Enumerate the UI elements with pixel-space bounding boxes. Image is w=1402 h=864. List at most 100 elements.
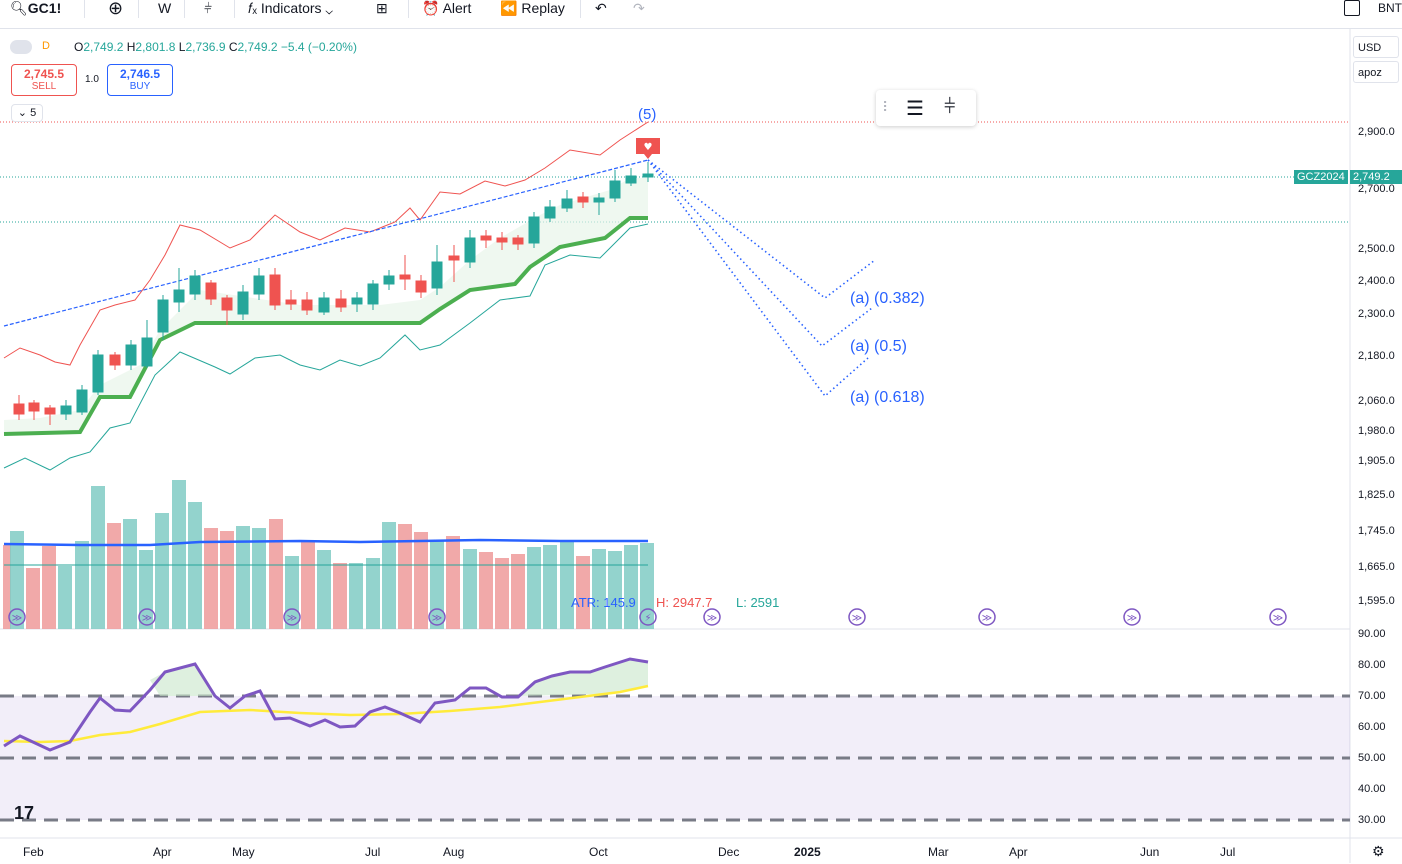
market-status-toggle[interactable] <box>10 40 32 54</box>
svg-text:♥: ♥ <box>644 142 653 153</box>
floating-drawing-toolbar: ⠇ ☰ ⫩ <box>876 90 976 126</box>
price-tick: 2,180.0 <box>1358 350 1395 362</box>
rsi-tick: 60.00 <box>1358 721 1386 733</box>
alert-label: Alert <box>442 0 472 16</box>
price-tick: 1,665.0 <box>1358 561 1395 573</box>
price-tick: 2,060.0 <box>1358 395 1395 407</box>
time-tick: Apr <box>1009 845 1028 859</box>
svg-text:≫: ≫ <box>852 613 862 624</box>
atr-value: ATR: 145.9 <box>571 595 636 610</box>
rsi-tick: 40.00 <box>1358 783 1386 795</box>
lower-band-line <box>3 223 649 471</box>
candle-style-icon[interactable]: ⫩ <box>944 96 956 118</box>
svg-text:≫: ≫ <box>12 613 22 624</box>
rising-trendline[interactable] <box>3 159 649 327</box>
interval-badge: D <box>42 40 50 52</box>
price-tick: 1,825.0 <box>1358 489 1395 501</box>
time-tick: Jul <box>365 845 381 859</box>
price-tick: 1,595.0 <box>1358 595 1395 607</box>
rsi-line <box>3 657 649 752</box>
svg-text:⚡: ⚡ <box>644 613 651 624</box>
close-value: 2,749.2 <box>237 40 278 54</box>
indicators-label: Indicators <box>260 0 322 16</box>
time-tick: May <box>232 845 255 859</box>
candles[interactable] <box>13 162 654 425</box>
ohlc-values: O2,749.2 H2,801.8 L2,736.9 C2,749.2 −5.4… <box>74 40 357 54</box>
svg-text:≫: ≫ <box>1273 613 1283 624</box>
indicators-collapse-button[interactable]: ⌄ 5 <box>11 104 43 122</box>
search-icon: 🔍︎ <box>10 0 28 16</box>
event-icons[interactable] <box>8 608 1287 626</box>
volume-ma-line <box>3 538 648 547</box>
fib-projection-lines[interactable] <box>647 159 876 398</box>
time-tick: Apr <box>153 845 172 859</box>
symbol-price-tag: GCZ2024 <box>1294 170 1348 184</box>
time-tick: Jun <box>1140 845 1160 859</box>
earnings-flag-icon[interactable] <box>636 138 660 159</box>
line-settings-icon[interactable]: ☰ <box>906 98 924 120</box>
rsi-tick: 80.00 <box>1358 659 1386 671</box>
wave-5-label[interactable]: (5) <box>638 106 657 123</box>
settings-gear-icon[interactable]: ⚙ <box>1372 843 1385 859</box>
rsi-tick: 90.00 <box>1358 628 1386 640</box>
time-tick: Dec <box>718 845 740 859</box>
svg-text:≫: ≫ <box>432 613 442 624</box>
rsi-ma-line <box>3 684 649 744</box>
sell-button[interactable]: 2,745.5 SELL <box>11 64 77 96</box>
compare-add-icon[interactable]: ⊕ <box>108 0 124 18</box>
time-tick: Aug <box>443 845 465 859</box>
svg-text:≫: ≫ <box>707 613 717 624</box>
chevron-down-icon: ⌄ <box>17 107 28 119</box>
time-tick: Oct <box>589 845 608 859</box>
symbol-label: GC1! <box>27 0 62 16</box>
price-tick: 2,900.0 <box>1358 126 1395 138</box>
layouts-icon[interactable]: ⊞ <box>376 0 388 16</box>
fib-0618-label[interactable]: (a) (0.618) <box>850 389 925 406</box>
last-price-tag: 2,749.2 <box>1350 170 1402 184</box>
redo-icon[interactable]: ↷ <box>633 0 645 16</box>
currency-button[interactable]: USD <box>1353 36 1399 58</box>
high-value: 2,801.8 <box>135 40 176 54</box>
supertrend-line <box>3 216 648 436</box>
candles-icon[interactable]: ⫩ <box>204 0 213 16</box>
top-toolbar: 🔍︎GC1! ⊕ W ⫩ 𝑓ₓ Indicators ⌄ ⊞ ⏰ Alert ⏪… <box>0 0 1402 20</box>
buy-button[interactable]: 2,746.5 BUY <box>107 64 173 96</box>
rsi-overbought-fill-2 <box>520 660 648 696</box>
replay-button[interactable]: ⏪ Replay <box>500 0 565 16</box>
sell-label: SELL <box>31 81 57 92</box>
rsi-tick: 30.00 <box>1358 814 1386 826</box>
undo-icon[interactable]: ↶ <box>595 0 607 16</box>
indicators-button[interactable]: 𝑓ₓ Indicators ⌄ <box>248 0 333 16</box>
price-tick: 2,700.0 <box>1358 183 1395 195</box>
time-tick-year: 2025 <box>794 845 821 859</box>
alert-button[interactable]: ⏰ Alert <box>422 0 472 16</box>
svg-text:≫: ≫ <box>1127 613 1137 624</box>
price-tick: 2,400.0 <box>1358 275 1395 287</box>
sell-price: 2,745.5 <box>23 67 65 81</box>
vol-high-value: H: 2947.7 <box>656 595 713 610</box>
spread-value: 1.0 <box>85 74 99 85</box>
price-tick: 1,745.0 <box>1358 525 1395 537</box>
price-tick: 1,905.0 <box>1358 455 1395 467</box>
rsi-tick: 70.00 <box>1358 690 1386 702</box>
time-tick: Mar <box>928 845 949 859</box>
fib-0382-label[interactable]: (a) (0.382) <box>850 290 925 307</box>
fullscreen-icon[interactable] <box>1344 0 1360 16</box>
volume-bars[interactable] <box>3 480 654 629</box>
chart-frame <box>0 28 1402 864</box>
collapse-count: 5 <box>30 107 37 119</box>
tradingview-logo[interactable]: 17 <box>14 803 35 823</box>
svg-text:≫: ≫ <box>982 613 992 624</box>
change-value: −5.4 (−0.20%) <box>280 40 357 54</box>
scale-mode-button[interactable]: apoz <box>1353 61 1399 83</box>
price-tick: 2,300.0 <box>1358 308 1395 320</box>
low-value: 2,736.9 <box>185 40 226 54</box>
svg-text:≫: ≫ <box>142 613 152 624</box>
rsi-tick: 50.00 <box>1358 752 1386 764</box>
symbol-search-button[interactable]: 🔍︎GC1! <box>10 0 61 18</box>
interval-button[interactable]: W <box>158 0 172 16</box>
drag-handle-icon[interactable]: ⠇ <box>882 99 893 115</box>
price-tick: 2,500.0 <box>1358 243 1395 255</box>
fib-05-label[interactable]: (a) (0.5) <box>850 338 907 355</box>
